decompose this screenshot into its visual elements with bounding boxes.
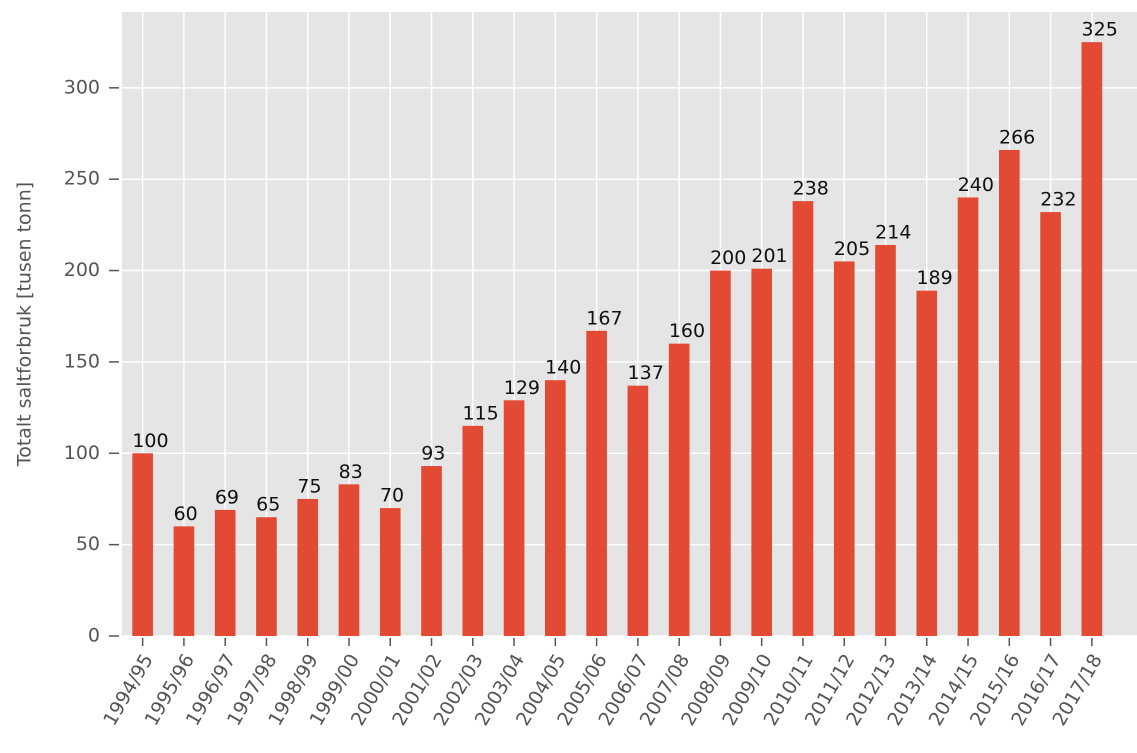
bar [503, 400, 525, 636]
bar [1040, 212, 1061, 637]
data-label: 232 [1040, 189, 1076, 211]
y-tick-label: 150 [64, 350, 100, 372]
data-label: 189 [916, 267, 952, 289]
bar [710, 270, 731, 636]
bar [627, 385, 649, 636]
bar [586, 330, 607, 636]
y-tick-label: 250 [64, 168, 100, 190]
bar [173, 526, 195, 636]
y-tick-label: 50 [76, 533, 100, 555]
y-tick-label: 0 [88, 625, 100, 647]
data-label: 60 [174, 503, 198, 525]
y-axis-label: Totalt saltforbruk [tusen tonn] [14, 182, 36, 467]
bar [545, 380, 566, 636]
bar [751, 268, 773, 636]
bar [875, 244, 896, 637]
bar [916, 290, 938, 636]
data-label: 240 [958, 174, 994, 196]
bar [421, 466, 442, 636]
bar [957, 197, 979, 637]
bar [668, 343, 690, 636]
data-label: 75 [297, 475, 321, 497]
data-label: 137 [628, 362, 664, 384]
data-label: 160 [669, 320, 705, 342]
bar [256, 517, 277, 636]
data-label: 205 [834, 238, 870, 260]
data-label: 115 [462, 402, 498, 424]
y-tick-label: 100 [64, 442, 100, 464]
bar [998, 149, 1020, 637]
bar [792, 201, 814, 636]
bar [338, 484, 360, 636]
data-label: 214 [875, 221, 911, 243]
bar [833, 261, 855, 636]
data-label: 167 [586, 307, 622, 329]
data-label: 65 [256, 494, 280, 516]
y-tick-label: 300 [64, 76, 100, 98]
bar [1081, 42, 1103, 636]
data-label: 200 [710, 247, 746, 269]
data-label: 100 [132, 430, 168, 452]
data-label: 69 [215, 486, 239, 508]
data-label: 140 [545, 357, 581, 379]
data-label: 266 [999, 126, 1035, 148]
data-label: 238 [793, 178, 829, 200]
data-label: 129 [504, 377, 540, 399]
bar [132, 453, 153, 636]
data-label: 83 [339, 461, 363, 483]
y-tick-label: 200 [64, 259, 100, 281]
bar [214, 509, 236, 636]
data-label: 325 [1082, 19, 1118, 41]
bar [297, 498, 319, 636]
data-label: 201 [751, 245, 787, 267]
bar [462, 425, 484, 636]
data-label: 93 [421, 443, 445, 465]
bar [379, 508, 401, 636]
data-label: 70 [380, 485, 404, 507]
